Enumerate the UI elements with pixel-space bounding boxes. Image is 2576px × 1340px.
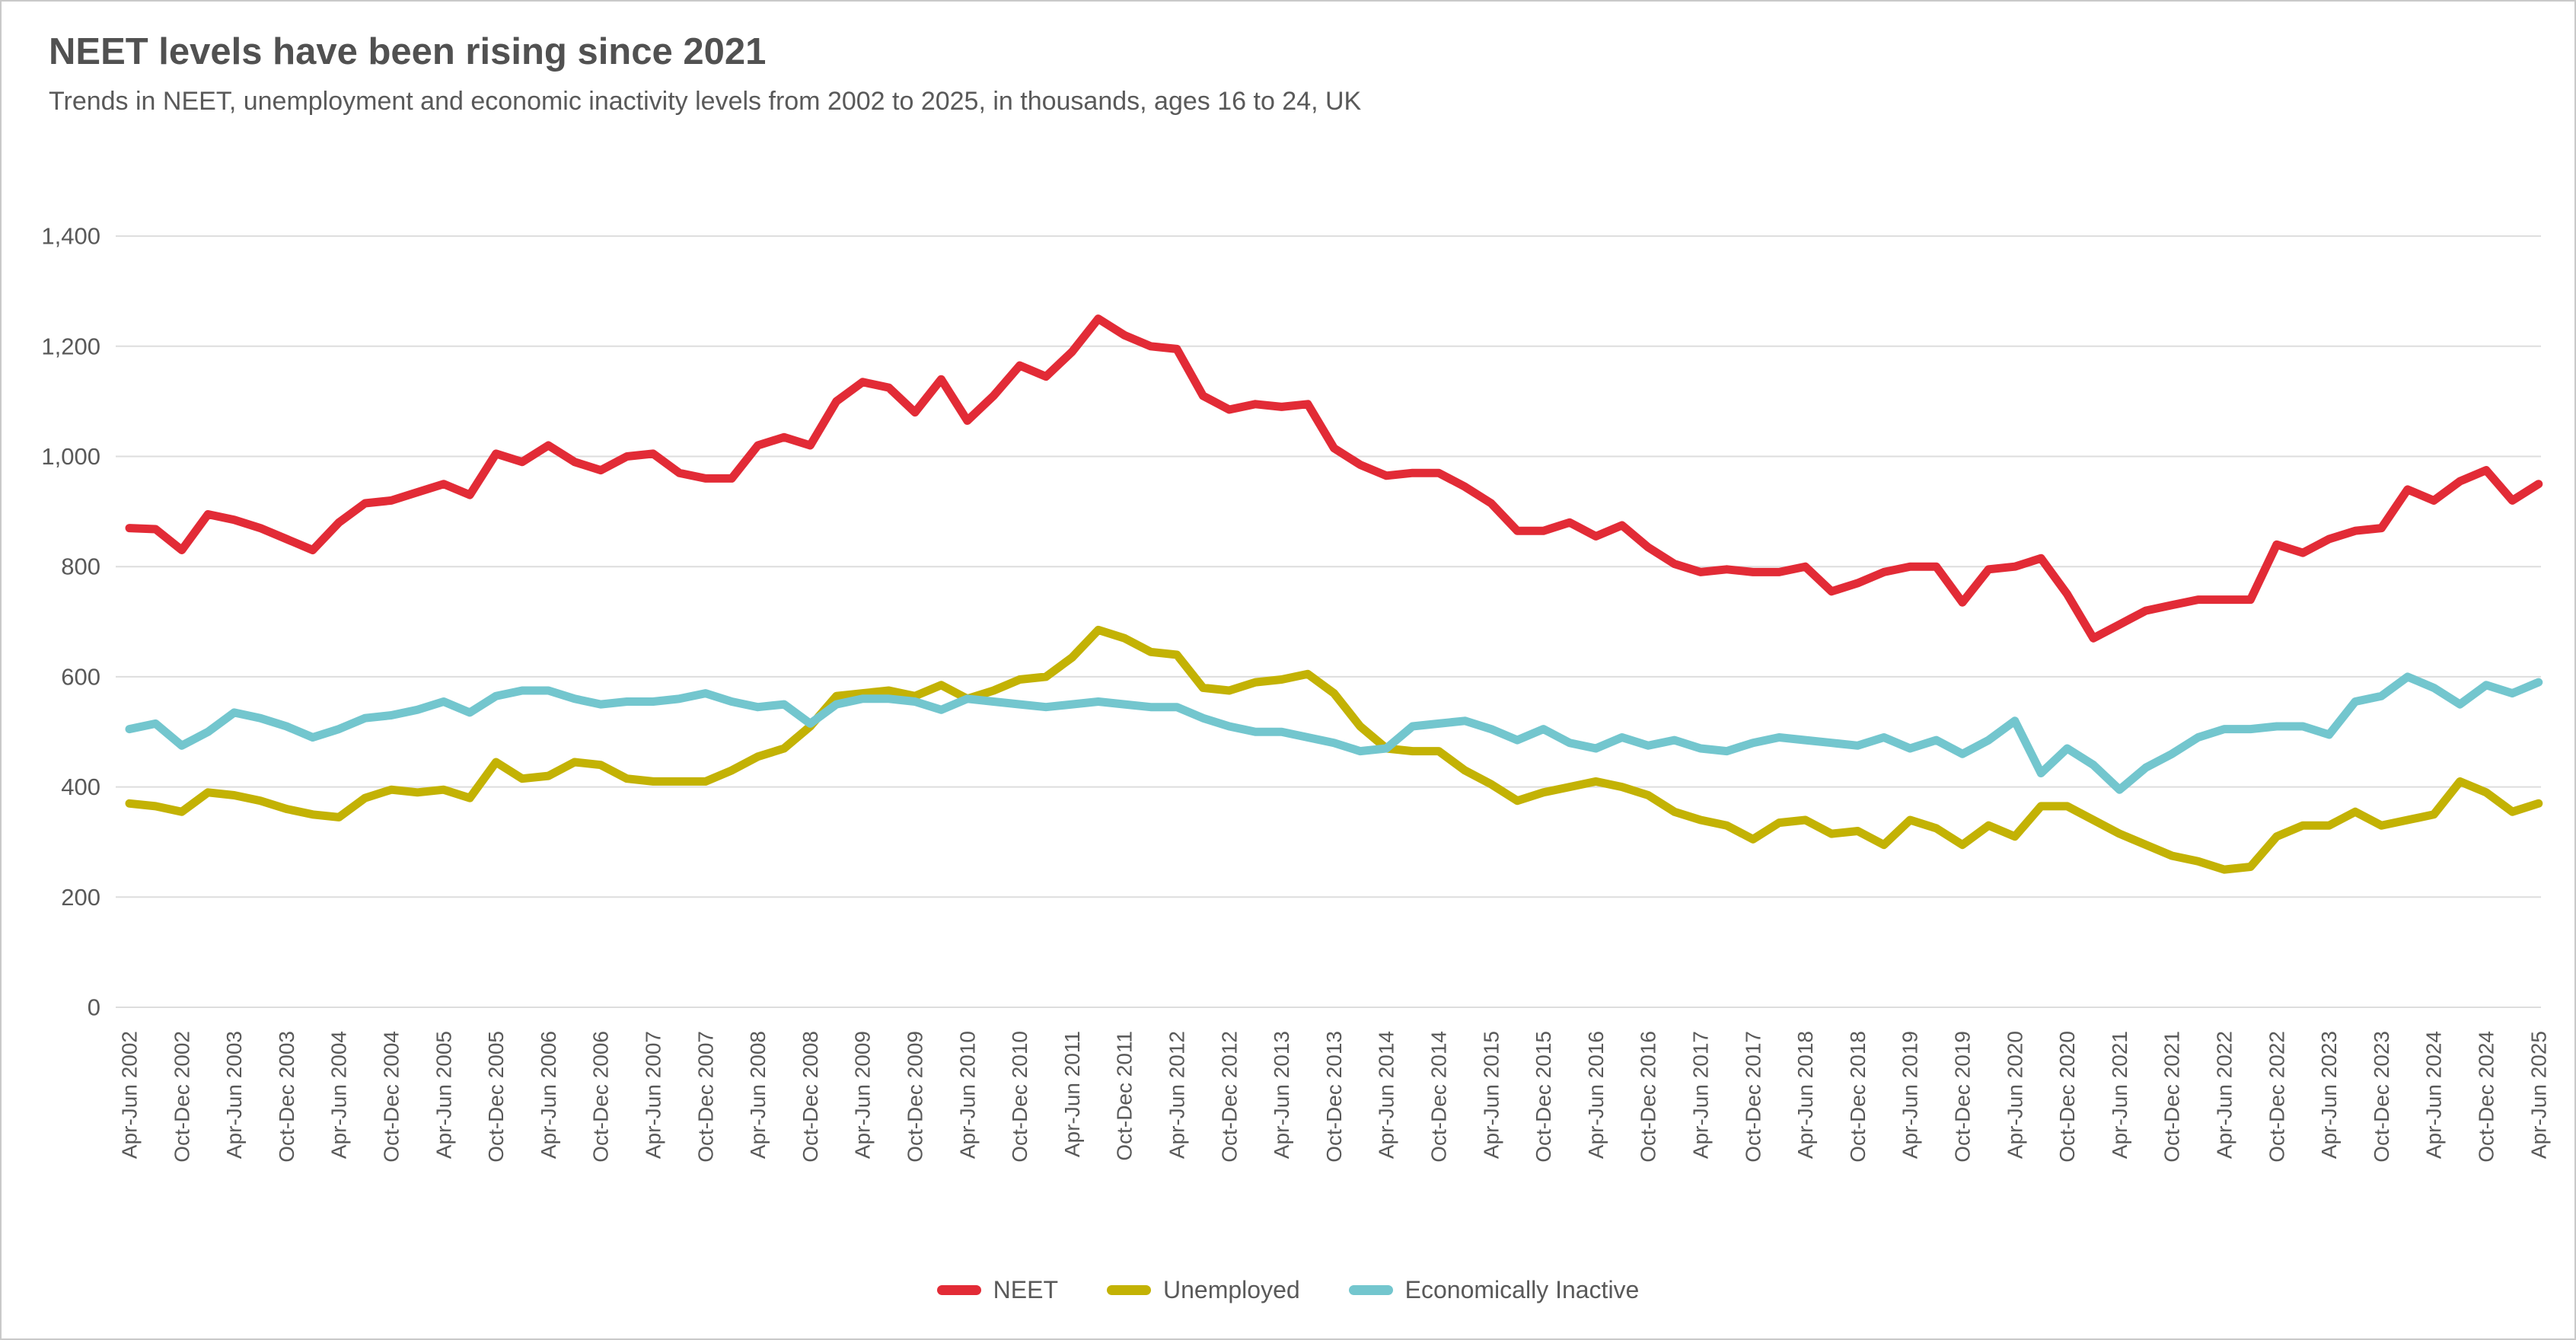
- x-axis-tick-label: Apr-Jun 2018: [1793, 1031, 1817, 1159]
- x-axis-tick-label: Apr-Jun 2003: [222, 1031, 246, 1159]
- series-line-economically-inactive: [125, 672, 2543, 794]
- chart-legend: NEET Unemployed Economically Inactive: [2, 1276, 2574, 1304]
- y-axis-tick-label: 800: [61, 554, 100, 580]
- x-axis-tick-label: Apr-Jun 2017: [1689, 1031, 1713, 1159]
- page-title: NEET levels have been rising since 2021: [49, 31, 767, 72]
- x-axis-tick-label: Oct-Dec 2022: [2265, 1031, 2288, 1163]
- x-axis-tick-label: Apr-Jun 2021: [2108, 1031, 2131, 1159]
- x-axis-tick-label: Oct-Dec 2018: [1846, 1031, 1870, 1163]
- x-axis-tick-label: Apr-Jun 2012: [1165, 1031, 1189, 1159]
- x-axis-tick-label: Oct-Dec 2010: [1008, 1031, 1031, 1163]
- x-axis-tick-label: Oct-Dec 2019: [1951, 1031, 1975, 1163]
- series-line-unemployed: [125, 625, 2543, 874]
- x-axis-tick-label: Oct-Dec 2008: [799, 1031, 822, 1163]
- y-axis-tick-label: 0: [88, 994, 100, 1021]
- series-line-neet: [125, 314, 2543, 643]
- y-axis-tick-label: 1,400: [41, 223, 100, 250]
- legend-swatch-icon: [1348, 1285, 1393, 1295]
- x-axis-tick-label: Oct-Dec 2021: [2160, 1031, 2184, 1163]
- x-axis-tick-label: Oct-Dec 2002: [170, 1031, 193, 1163]
- legend-swatch-icon: [1107, 1285, 1151, 1295]
- x-axis-tick-label: Oct-Dec 2006: [589, 1031, 613, 1163]
- x-axis-tick-label: Apr-Jun 2020: [2003, 1031, 2026, 1159]
- x-axis-tick-label: Apr-Jun 2015: [1479, 1031, 1503, 1159]
- legend-item-economically-inactive: Economically Inactive: [1348, 1276, 1640, 1304]
- x-axis-tick-label: Oct-Dec 2015: [1532, 1031, 1555, 1163]
- x-axis-tick-label: Apr-Jun 2024: [2422, 1031, 2446, 1159]
- legend-label: Economically Inactive: [1404, 1276, 1640, 1303]
- x-axis-tick-label: Oct-Dec 2011: [1113, 1031, 1137, 1161]
- y-axis-tick-label: 400: [61, 774, 100, 800]
- x-axis-tick-label: Apr-Jun 2006: [537, 1031, 560, 1159]
- x-axis-tick-label: Oct-Dec 2007: [693, 1031, 717, 1163]
- legend-item-unemployed: Unemployed: [1107, 1276, 1300, 1304]
- x-axis-tick-label: Apr-Jun 2005: [432, 1031, 455, 1159]
- x-axis-tick-label: Apr-Jun 2016: [1584, 1031, 1608, 1159]
- x-axis-tick-label: Apr-Jun 2009: [851, 1031, 875, 1159]
- x-axis-tick-label: Oct-Dec 2023: [2370, 1031, 2393, 1163]
- x-axis-tick-label: Oct-Dec 2009: [904, 1031, 927, 1163]
- x-axis-tick-label: Apr-Jun 2013: [1270, 1031, 1293, 1159]
- x-axis-tick-label: Apr-Jun 2002: [118, 1031, 142, 1159]
- x-axis-tick-label: Apr-Jun 2007: [642, 1031, 665, 1159]
- y-axis-tick-label: 200: [61, 884, 100, 911]
- legend-label: NEET: [993, 1276, 1058, 1303]
- page-subtitle: Trends in NEET, unemployment and economi…: [49, 87, 1362, 116]
- legend-label: Unemployed: [1163, 1276, 1300, 1303]
- x-axis-tick-label: Apr-Jun 2014: [1375, 1031, 1398, 1159]
- x-axis-tick-label: Apr-Jun 2022: [2213, 1031, 2236, 1159]
- x-axis-tick-label: Apr-Jun 2004: [327, 1031, 351, 1159]
- y-axis-tick-label: 1,000: [41, 443, 100, 470]
- x-axis-tick-label: Oct-Dec 2017: [1741, 1031, 1765, 1163]
- y-axis-tick-label: 600: [61, 663, 100, 690]
- x-axis-tick-label: Oct-Dec 2012: [1217, 1031, 1241, 1163]
- x-axis-tick-label: Oct-Dec 2003: [275, 1031, 298, 1163]
- x-axis-tick-label: Oct-Dec 2014: [1427, 1031, 1451, 1163]
- x-axis-tick-label: Oct-Dec 2005: [484, 1031, 508, 1163]
- x-axis-tick-label: Oct-Dec 2016: [1637, 1031, 1660, 1163]
- x-axis-tick-label: Oct-Dec 2020: [2055, 1031, 2079, 1163]
- x-axis-tick-label: Apr-Jun 2025: [2527, 1031, 2550, 1159]
- x-axis-tick-label: Oct-Dec 2004: [380, 1031, 403, 1163]
- line-chart: 1,400 1,200 1,000 800 600 400 200 0 Apr-Jun 2002…: [41, 223, 2550, 1163]
- x-axis-tick-label: Apr-Jun 2010: [955, 1031, 979, 1159]
- y-axis-tick-label: 1,200: [41, 333, 100, 359]
- x-axis-tick-label: Oct-Dec 2024: [2475, 1031, 2498, 1163]
- x-axis-tick-label: Apr-Jun 2019: [1899, 1031, 1922, 1159]
- x-axis-tick-label: Oct-Dec 2013: [1322, 1031, 1346, 1163]
- legend-swatch-icon: [936, 1285, 981, 1295]
- legend-item-neet: NEET: [936, 1276, 1058, 1304]
- x-axis-tick-label: Apr-Jun 2023: [2317, 1031, 2341, 1159]
- x-axis-tick-label: Apr-Jun 2008: [746, 1031, 770, 1159]
- x-axis-tick-label: Apr-Jun 2011: [1060, 1031, 1084, 1157]
